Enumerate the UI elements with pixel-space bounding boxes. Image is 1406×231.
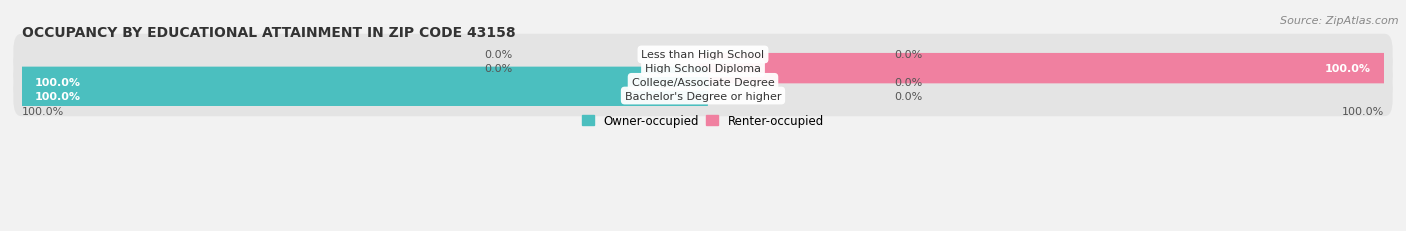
Text: Less than High School: Less than High School: [641, 50, 765, 60]
Text: 100.0%: 100.0%: [1343, 106, 1385, 116]
FancyBboxPatch shape: [14, 62, 1392, 103]
Text: 100.0%: 100.0%: [35, 78, 82, 88]
FancyBboxPatch shape: [15, 81, 709, 111]
Text: Source: ZipAtlas.com: Source: ZipAtlas.com: [1281, 16, 1399, 26]
Text: 100.0%: 100.0%: [1324, 64, 1371, 74]
Text: Bachelor's Degree or higher: Bachelor's Degree or higher: [624, 91, 782, 101]
Text: College/Associate Degree: College/Associate Degree: [631, 78, 775, 88]
FancyBboxPatch shape: [14, 76, 1392, 117]
Legend: Owner-occupied, Renter-occupied: Owner-occupied, Renter-occupied: [578, 110, 828, 132]
Text: 0.0%: 0.0%: [894, 50, 922, 60]
Text: 0.0%: 0.0%: [894, 91, 922, 101]
FancyBboxPatch shape: [697, 54, 1391, 84]
FancyBboxPatch shape: [14, 35, 1392, 76]
FancyBboxPatch shape: [15, 67, 709, 98]
Text: 0.0%: 0.0%: [484, 50, 512, 60]
Text: 0.0%: 0.0%: [484, 64, 512, 74]
Text: 0.0%: 0.0%: [894, 78, 922, 88]
Text: High School Diploma: High School Diploma: [645, 64, 761, 74]
FancyBboxPatch shape: [14, 48, 1392, 89]
Text: 100.0%: 100.0%: [21, 106, 63, 116]
Text: OCCUPANCY BY EDUCATIONAL ATTAINMENT IN ZIP CODE 43158: OCCUPANCY BY EDUCATIONAL ATTAINMENT IN Z…: [21, 26, 515, 40]
Text: 100.0%: 100.0%: [35, 91, 82, 101]
